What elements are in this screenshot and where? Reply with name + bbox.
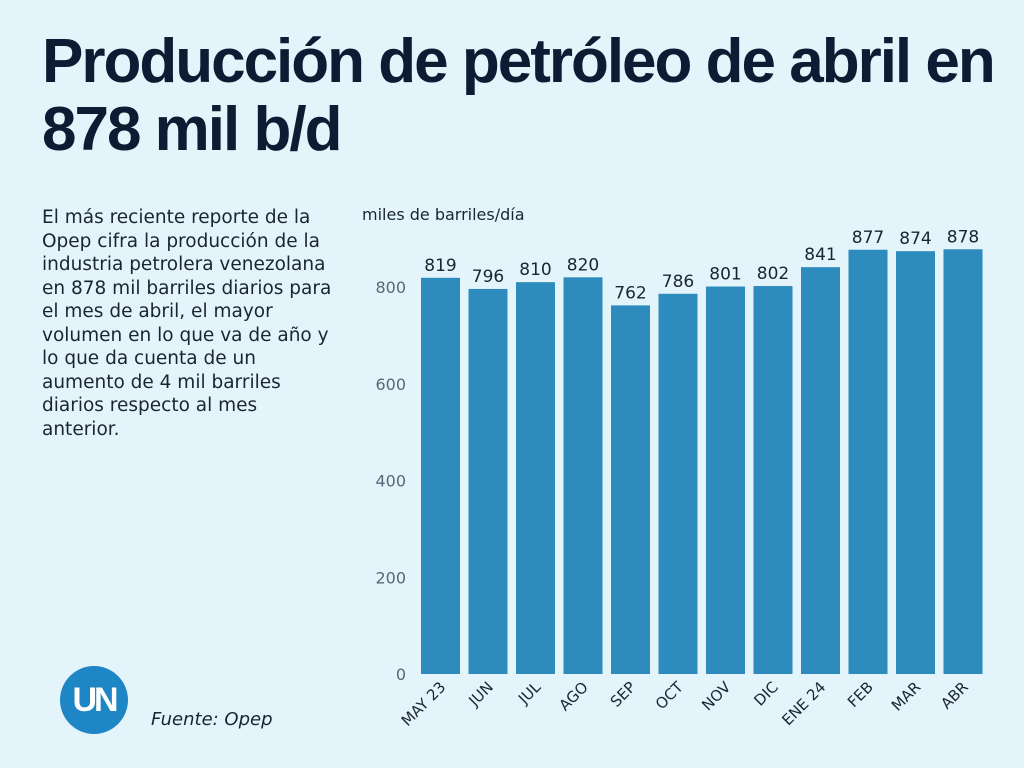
x-tick-label: DIC <box>750 678 781 709</box>
bar <box>801 267 840 674</box>
bar <box>753 286 793 674</box>
data-label: 786 <box>662 272 694 292</box>
data-label: 819 <box>424 256 456 276</box>
data-label: 878 <box>947 227 979 247</box>
bar <box>706 286 745 674</box>
bar <box>468 288 508 674</box>
bar <box>563 277 603 674</box>
data-label: 820 <box>567 255 599 275</box>
data-label: 874 <box>899 229 931 249</box>
data-label: 841 <box>804 245 836 265</box>
data-label: 801 <box>709 265 741 285</box>
bar <box>421 277 460 674</box>
bar <box>848 249 888 674</box>
brand-logo: UN <box>60 666 128 734</box>
x-tick-label: NOV <box>698 678 735 715</box>
x-tick-label: AGO <box>555 678 591 714</box>
y-tick-label: 800 <box>375 278 406 297</box>
y-tick-label: 200 <box>375 568 406 587</box>
source-note: Fuente: Opep <box>151 709 273 730</box>
description-text: El más reciente reporte de la Opep cifra… <box>42 207 332 440</box>
bar <box>611 305 650 674</box>
page-title: Producción de petróleo de abril en 878 m… <box>42 27 996 164</box>
bar <box>658 293 698 674</box>
x-tick-label: OCT <box>652 678 688 714</box>
data-label: 802 <box>757 264 789 284</box>
data-label: 810 <box>519 260 551 280</box>
x-tick-label: JUL <box>514 678 545 709</box>
x-tick-label: MAY 23 <box>398 678 450 730</box>
data-label: 762 <box>614 283 646 303</box>
y-tick-label: 600 <box>375 375 406 394</box>
x-tick-label: ENE 24 <box>778 678 829 729</box>
x-tick-label: JUN <box>465 678 497 710</box>
bar <box>516 282 555 674</box>
x-tick-label: FEB <box>844 678 877 711</box>
x-tick-label: ABR <box>937 678 972 713</box>
bar <box>943 249 983 674</box>
y-tick-label: 400 <box>375 472 406 491</box>
x-tick-label: MAR <box>888 678 925 715</box>
y-tick-label: 0 <box>396 665 406 684</box>
x-tick-label: SEP <box>607 678 640 711</box>
y-axis-label: miles de barriles/día <box>362 205 525 224</box>
data-label: 877 <box>852 228 884 248</box>
bar <box>896 251 935 674</box>
data-label: 796 <box>472 267 504 287</box>
